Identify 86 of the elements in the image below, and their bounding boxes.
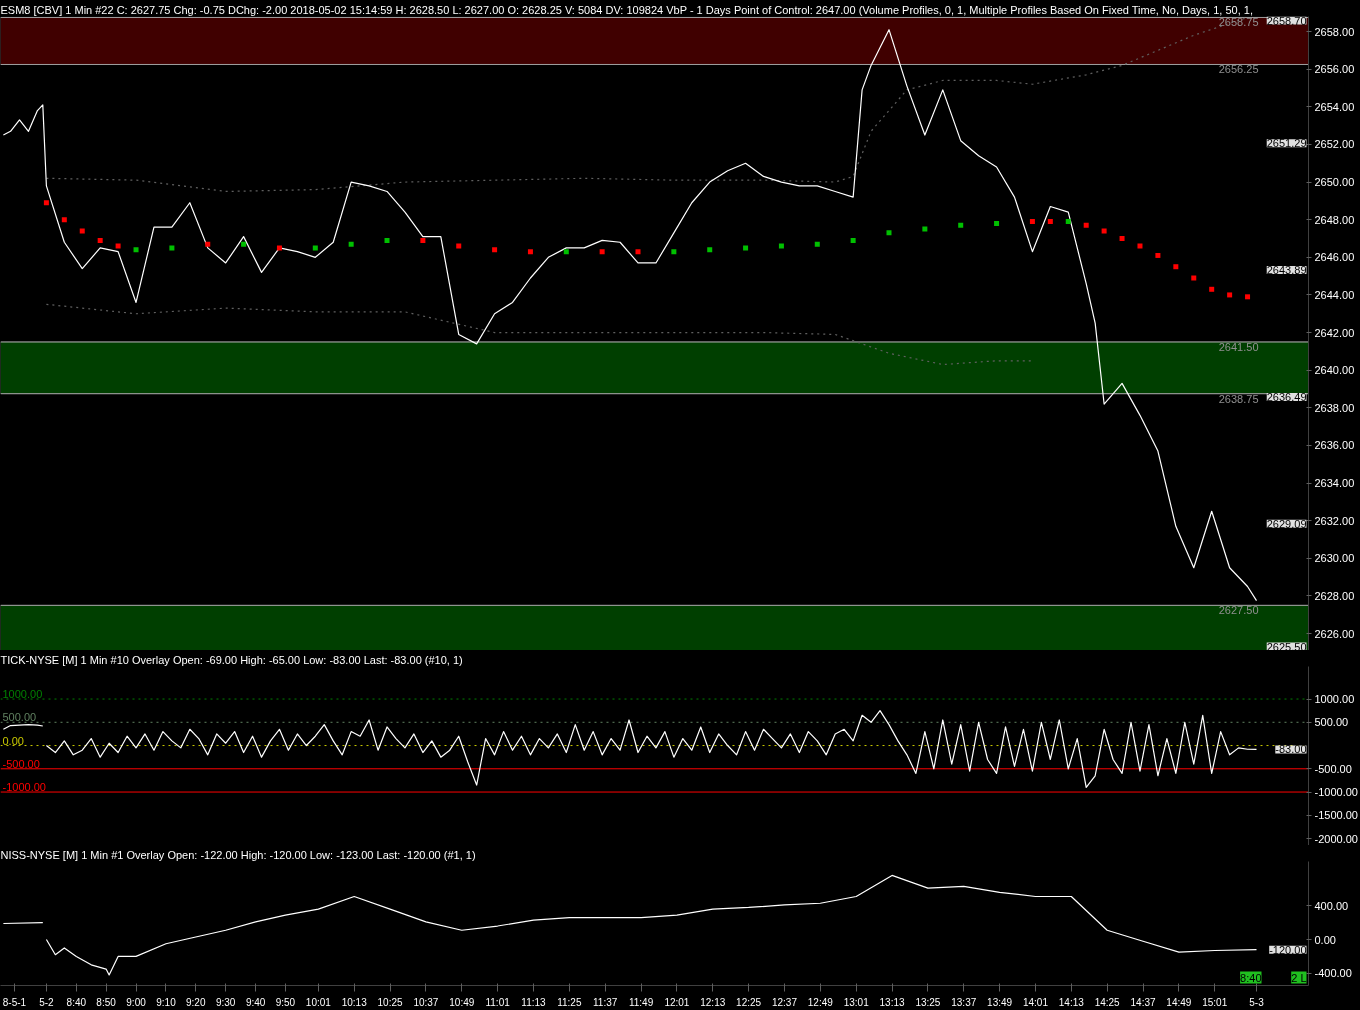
x-tick-label: 12:13 xyxy=(700,996,726,1008)
annotation: 8:40 xyxy=(1240,971,1262,984)
annotation: 2643.89 xyxy=(1266,264,1307,277)
x-tick-label: 11:49 xyxy=(628,996,654,1008)
y-tick-label: 2632.00 xyxy=(1314,514,1355,527)
x-tick-label: 5-2 xyxy=(39,996,55,1008)
x-tick-label: 5-3 xyxy=(1249,996,1265,1008)
x-tick-label: 13:49 xyxy=(987,996,1013,1008)
x-tick-label: 11:37 xyxy=(593,996,618,1008)
y-tick-label: 2650.00 xyxy=(1314,176,1355,189)
y-tick-label: 2658.00 xyxy=(1314,25,1355,38)
y-tick-label: 2646.00 xyxy=(1314,251,1355,264)
x-tick-label: 13:01 xyxy=(843,996,870,1008)
x-tick-label: 9:20 xyxy=(186,996,206,1008)
x-tick-label: 11:13 xyxy=(521,996,547,1008)
x-tick-label: 12:49 xyxy=(807,996,834,1008)
ref-line-label: 500.00 xyxy=(2,711,37,724)
annotation: 2625.50 xyxy=(1266,640,1307,653)
y-tick-label: 2640.00 xyxy=(1314,364,1355,377)
x-tick-label: 12:37 xyxy=(771,996,798,1008)
x-tick-label: 14:37 xyxy=(1130,996,1156,1008)
x-tick-label: 10:25 xyxy=(377,996,404,1008)
ref-line-label: 2641.50 xyxy=(1218,340,1259,353)
x-tick-label: 14:13 xyxy=(1058,996,1085,1008)
y-tick-label: 2628.00 xyxy=(1314,589,1355,602)
ref-line-label: 0.00 xyxy=(2,734,24,747)
x-tick-label: 13:13 xyxy=(879,996,905,1008)
x-tick-label: 8-5-1 xyxy=(2,996,27,1008)
annotation: 2651.29 xyxy=(1266,137,1307,150)
chart-title: ESM8 [CBV] 1 Min #22 C: 2627.75 Chg: -0.75 DChg: -2.00 2018-05-02 15:14:59 H: 2628.50 L: 2627.00 O: 2628.25 V: 5084 DV: 109824 VbP - 1 Days Point of Control: 2647.00 (Volume Profiles, 0, 1, Multiple Profiles Based On Fixed Time, No, Days, 1, 50, 1, xyxy=(0,3,1253,16)
x-tick-label: 14:49 xyxy=(1166,996,1192,1008)
y-tick-label: -1500.00 xyxy=(1314,809,1358,822)
x-tick-label: 11:01 xyxy=(485,996,511,1008)
y-tick-label: -1000.00 xyxy=(1314,786,1358,799)
x-tick-label: 13:25 xyxy=(915,996,941,1008)
chart-title: NISS-NYSE [M] 1 Min #1 Overlay Open: -122.00 High: -120.00 Low: -123.00 Last: -120.00 (#1, 1) xyxy=(0,848,476,861)
y-tick-label: -400.00 xyxy=(1314,967,1352,980)
x-tick-label: 15:01 xyxy=(1202,996,1228,1008)
x-tick-label: 12:25 xyxy=(736,996,762,1008)
annotation: -83.00 xyxy=(1275,743,1307,756)
ref-line-label: 1000.00 xyxy=(2,688,43,701)
x-tick-label: 9:40 xyxy=(245,996,266,1008)
ref-line-label: -500.00 xyxy=(2,757,40,770)
y-tick-label: 2636.00 xyxy=(1314,439,1355,452)
annotation: -120.00 xyxy=(1269,943,1307,956)
y-tick-label: 2654.00 xyxy=(1314,100,1355,113)
x-tick-label: 9:30 xyxy=(215,996,236,1008)
ref-line-label: -1000.00 xyxy=(2,781,46,794)
ref-line-label: 2658.75 xyxy=(1218,16,1259,29)
annotation: 2658.70 xyxy=(1266,14,1307,27)
y-tick-label: 2626.00 xyxy=(1314,627,1355,640)
ref-line-label: 2656.25 xyxy=(1218,63,1259,76)
x-tick-label: 14:01 xyxy=(1022,996,1049,1008)
y-tick-label: 2630.00 xyxy=(1314,552,1355,565)
annotation: 2636.49 xyxy=(1266,390,1307,403)
x-tick-label: 8:40 xyxy=(66,996,87,1008)
y-tick-label: 500.00 xyxy=(1314,716,1349,729)
x-tick-label: 9:00 xyxy=(126,996,147,1008)
x-tick-label: 13:37 xyxy=(951,996,977,1008)
y-tick-label: -2000.00 xyxy=(1314,832,1358,845)
chart-title: TICK-NYSE [M] 1 Min #10 Overlay Open: -69.00 High: -65.00 Low: -83.00 Last: -83.00 (#10, 1) xyxy=(0,653,463,666)
y-tick-label: 2652.00 xyxy=(1314,138,1355,151)
y-tick-label: 0.00 xyxy=(1314,933,1336,946)
x-tick-label: 8:50 xyxy=(96,996,117,1008)
x-tick-label: 10:37 xyxy=(413,996,439,1008)
y-tick-label: 2642.00 xyxy=(1314,326,1355,339)
y-tick-label: 400.00 xyxy=(1314,899,1349,912)
y-tick-label: -500.00 xyxy=(1314,762,1352,775)
ref-line-label: 2638.75 xyxy=(1218,392,1259,405)
y-tick-label: 1000.00 xyxy=(1314,693,1355,706)
y-tick-label: 2644.00 xyxy=(1314,288,1355,301)
y-tick-label: 2634.00 xyxy=(1314,477,1355,490)
x-tick-label: 10:01 xyxy=(305,996,332,1008)
x-tick-label: 10:13 xyxy=(341,996,368,1008)
x-tick-label: 14:25 xyxy=(1094,996,1121,1008)
y-tick-label: 2656.00 xyxy=(1314,63,1355,76)
y-tick-label: 2648.00 xyxy=(1314,213,1355,226)
ref-line-label: 2627.50 xyxy=(1218,604,1259,617)
x-tick-label: 11:25 xyxy=(557,996,582,1008)
annotation: 2629.09 xyxy=(1266,517,1307,530)
x-tick-label: 9:50 xyxy=(275,996,296,1008)
y-tick-label: 2638.00 xyxy=(1314,401,1355,414)
x-tick-label: 10:49 xyxy=(449,996,475,1008)
x-tick-label: 9:10 xyxy=(156,996,177,1008)
annotation: 2 L xyxy=(1291,971,1307,984)
x-tick-label: 12:01 xyxy=(664,996,690,1008)
